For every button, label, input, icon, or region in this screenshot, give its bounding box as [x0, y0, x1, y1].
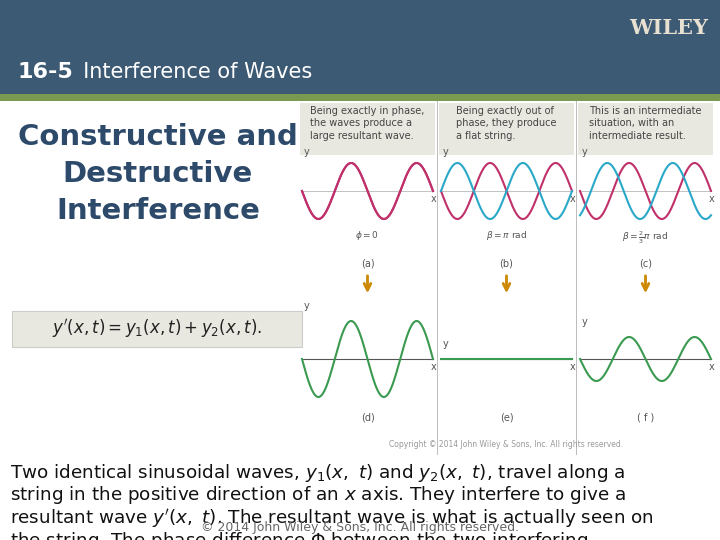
Text: x: x [431, 362, 437, 372]
Text: (e): (e) [500, 412, 513, 422]
Text: (a): (a) [361, 259, 374, 269]
Text: 16-5: 16-5 [18, 62, 73, 82]
Text: (c): (c) [639, 259, 652, 269]
Text: y: y [443, 147, 449, 157]
Text: x: x [709, 194, 715, 204]
Bar [12, 311, 302, 347]
Text: resultant wave $y'(x,\ t)$. The resultant wave is what is actually seen on: resultant wave $y'(x,\ t)$. The resultan… [10, 507, 654, 530]
Text: Two identical sinusoidal waves, $y_1(x,\ t)$ and $y_2(x,\ t)$, travel along a: Two identical sinusoidal waves, $y_1(x,\… [10, 462, 626, 484]
Bar [439, 103, 574, 155]
Text: y: y [443, 339, 449, 349]
Text: y: y [304, 301, 310, 311]
Text: string in the positive direction of an $x$ axis. They interfere to give a: string in the positive direction of an $… [10, 484, 626, 507]
Bar [578, 103, 713, 155]
Text: Constructive and
Destructive
Interference: Constructive and Destructive Interferenc… [18, 123, 298, 225]
Text: x: x [570, 362, 576, 372]
Text: y: y [582, 317, 588, 327]
Bar [0, 94, 720, 101]
Text: y: y [304, 147, 310, 157]
Text: Copyright © 2014 John Wiley & Sons, Inc. All rights reserved.: Copyright © 2014 John Wiley & Sons, Inc.… [390, 440, 624, 449]
Text: x: x [570, 194, 576, 204]
Text: This is an intermediate
situation, with an
intermediate result.: This is an intermediate situation, with … [589, 106, 702, 141]
Text: x: x [709, 362, 715, 372]
Text: y: y [582, 147, 588, 157]
Bar [298, 101, 715, 454]
Text: Interference of Waves: Interference of Waves [70, 62, 312, 82]
Bar [0, 0, 720, 94]
Text: Being exactly in phase,
the waves produce a
large resultant wave.: Being exactly in phase, the waves produc… [310, 106, 425, 141]
Text: ( f ): ( f ) [637, 412, 654, 422]
Text: the string. The phase difference $\Phi$ between the two interfering: the string. The phase difference $\Phi$ … [10, 530, 588, 540]
Text: $\phi = 0$: $\phi = 0$ [356, 229, 379, 242]
Text: $y'(x, t) = y_1(x, t) + y_2(x, t).$: $y'(x, t) = y_1(x, t) + y_2(x, t).$ [52, 318, 262, 341]
Bar [0, 101, 720, 540]
Text: $\beta = \pi$ rad: $\beta = \pi$ rad [486, 229, 527, 242]
Text: WILEY: WILEY [629, 18, 708, 38]
Text: $\beta = \frac{2}{3}\pi$ rad: $\beta = \frac{2}{3}\pi$ rad [622, 229, 669, 246]
Text: x: x [431, 194, 437, 204]
Text: (d): (d) [361, 412, 374, 422]
Text: © 2014 John Wiley & Sons, Inc. All rights reserved.: © 2014 John Wiley & Sons, Inc. All right… [201, 521, 519, 534]
Text: (b): (b) [500, 259, 513, 269]
Bar [300, 103, 435, 155]
Text: Being exactly out of
phase, they produce
a flat string.: Being exactly out of phase, they produce… [456, 106, 557, 141]
